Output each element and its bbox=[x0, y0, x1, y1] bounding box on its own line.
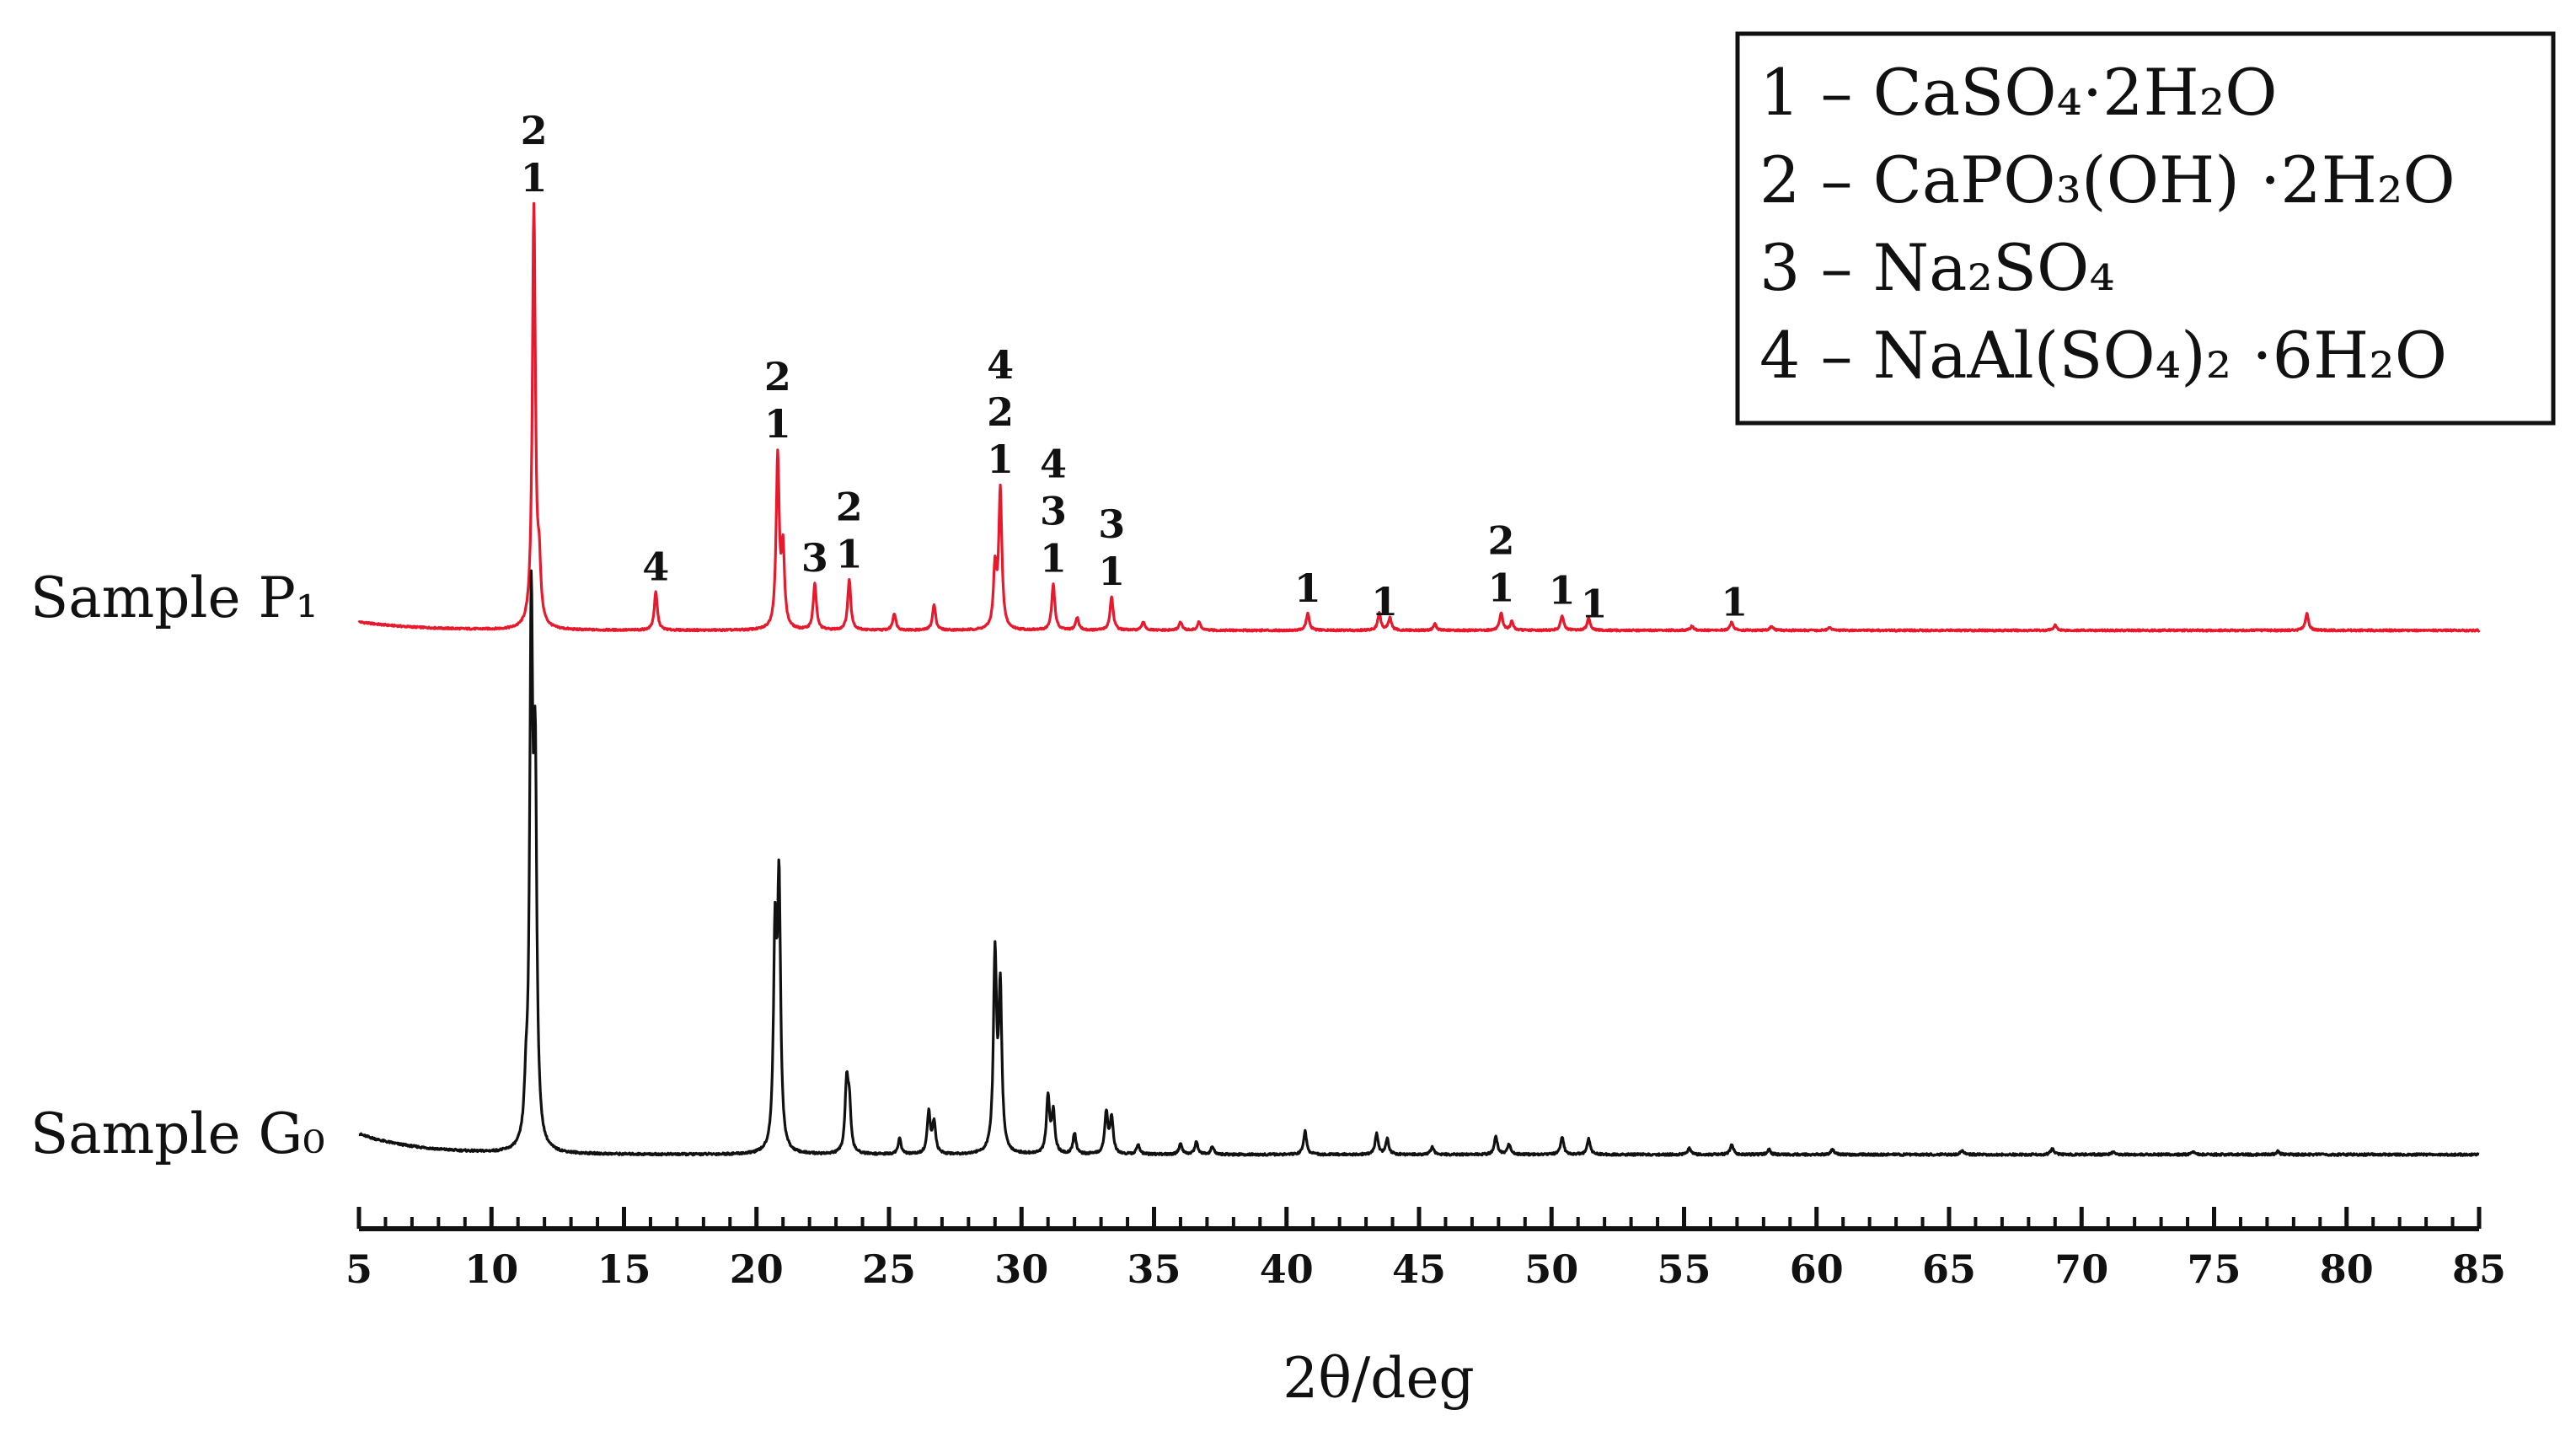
sample-p1-trace bbox=[357, 201, 2481, 633]
peak-label: 3 bbox=[1040, 489, 1067, 534]
peak-label: 1 bbox=[836, 532, 863, 577]
peak-label: 1 bbox=[1371, 579, 1398, 624]
x-tick-label: 30 bbox=[994, 1246, 1048, 1292]
x-tick-label: 85 bbox=[2452, 1246, 2506, 1292]
x-tick-label: 5 bbox=[345, 1246, 372, 1292]
x-axis: 5 10 15 20 25 30 35 40 45 50 55 60 65 70 75 80 85 bbox=[345, 1207, 2506, 1292]
x-tick-label: 50 bbox=[1524, 1246, 1578, 1292]
legend-entry: 3 – Na₂SO₄ bbox=[1759, 230, 2115, 305]
peak-label: 1 bbox=[1040, 536, 1067, 582]
peak-label: 2 bbox=[836, 485, 863, 530]
x-axis-title: 2θ/deg bbox=[1283, 1346, 1475, 1411]
sample-g0-trace-group bbox=[358, 569, 2480, 1157]
x-tick-label: 25 bbox=[862, 1246, 916, 1292]
peak-label: 2 bbox=[987, 389, 1014, 435]
x-tick-label: 55 bbox=[1657, 1246, 1711, 1292]
peak-label: 3 bbox=[801, 535, 828, 581]
sample-p1-label: Sample P₁ bbox=[30, 565, 318, 630]
x-tick-label: 40 bbox=[1260, 1246, 1314, 1292]
legend-entry: 4 – NaAl(SO₄)₂ ·6H₂O bbox=[1759, 318, 2447, 393]
x-tick-label: 65 bbox=[1922, 1246, 1976, 1292]
legend: 1 – CaSO₄·2H₂O 2 – CaPO₃(OH) ·2H₂O 3 – Na₂… bbox=[1735, 31, 2556, 426]
x-tick-label: 80 bbox=[2320, 1246, 2374, 1292]
peak-label: 2 bbox=[521, 108, 548, 153]
peak-label: 4 bbox=[987, 342, 1014, 388]
x-tick-label: 10 bbox=[464, 1246, 518, 1292]
peak-label: 1 bbox=[1549, 567, 1576, 613]
x-tick-label: 20 bbox=[730, 1246, 784, 1292]
peak-label: 1 bbox=[1581, 581, 1608, 626]
x-tick-label: 35 bbox=[1127, 1246, 1181, 1292]
legend-box bbox=[1735, 31, 2556, 426]
x-tick-label: 45 bbox=[1392, 1246, 1446, 1292]
sample-p1-trace-group bbox=[357, 201, 2481, 633]
peak-label: 3 bbox=[1098, 501, 1125, 547]
legend-entry: 2 – CaPO₃(OH) ·2H₂O bbox=[1759, 142, 2456, 217]
legend-entries: 1 – CaSO₄·2H₂O 2 – CaPO₃(OH) ·2H₂O 3 – Na₂… bbox=[1759, 55, 2456, 393]
legend-entry: 1 – CaSO₄·2H₂O bbox=[1759, 55, 2278, 130]
peak-label: 1 bbox=[521, 155, 548, 201]
x-tick-label: 60 bbox=[1790, 1246, 1844, 1292]
x-tick-label: 15 bbox=[597, 1246, 651, 1292]
sample-g0-trace bbox=[358, 569, 2480, 1157]
peak-label: 4 bbox=[1040, 442, 1067, 487]
peak-label: 2 bbox=[1487, 518, 1514, 564]
peak-label: 1 bbox=[1487, 565, 1514, 611]
peak-label: 1 bbox=[764, 401, 791, 447]
x-tick-label: 75 bbox=[2187, 1246, 2241, 1292]
peak-label: 2 bbox=[764, 354, 791, 399]
sample-g0-label: Sample G₀ bbox=[30, 1101, 325, 1166]
peak-label: 1 bbox=[1098, 549, 1125, 594]
peak-label: 1 bbox=[1721, 580, 1748, 625]
peak-label: 4 bbox=[642, 544, 669, 590]
peak-label: 1 bbox=[987, 437, 1014, 482]
peak-label: 1 bbox=[1294, 565, 1321, 611]
x-tick-label: 70 bbox=[2054, 1246, 2108, 1292]
